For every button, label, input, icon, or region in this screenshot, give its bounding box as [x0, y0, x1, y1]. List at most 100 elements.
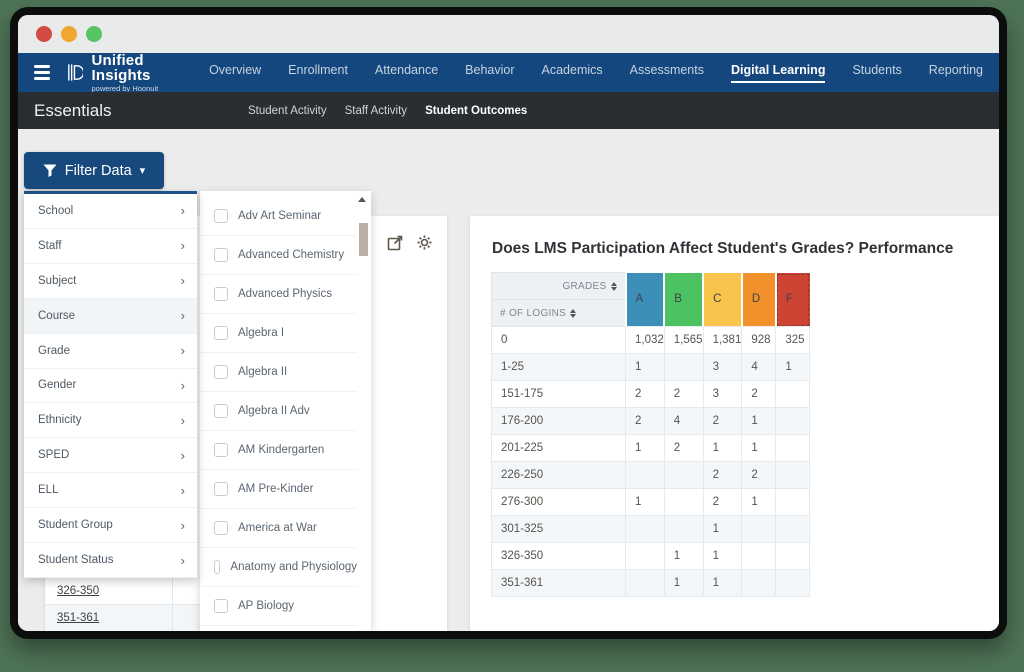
unified-insights-logo-icon [67, 64, 84, 81]
grade-count-cell-d: 1 [741, 488, 777, 516]
hamburger-menu-icon[interactable] [34, 65, 50, 80]
subnav-item-student-activity[interactable]: Student Activity [248, 104, 327, 117]
table-row: 276-300 1 2 1 [491, 488, 811, 516]
nav-item-digital-learning[interactable]: Digital Learning [731, 63, 826, 83]
table-row: 176-200 2 4 2 1 [491, 407, 811, 435]
scrollbar-thumb[interactable] [359, 223, 368, 256]
export-icon[interactable] [387, 234, 404, 256]
scroll-up-icon[interactable] [358, 197, 366, 202]
subnav-item-staff-activity[interactable]: Staff Activity [344, 104, 408, 117]
zoom-window-button[interactable] [86, 26, 102, 42]
course-option-adv-art-seminar[interactable]: Adv Art Seminar [200, 197, 357, 236]
top-navbar: Unified Insights powered by Hoonuit Over… [18, 53, 999, 93]
grade-count-cell-c: 1 [702, 434, 743, 462]
course-option-algebra-ii[interactable]: Algebra II [200, 353, 357, 392]
subnav-item-student-outcomes[interactable]: Student Outcomes [425, 104, 528, 117]
grade-column-header-d[interactable]: D [740, 272, 776, 327]
course-checkbox[interactable] [214, 482, 228, 496]
course-checkbox[interactable] [214, 560, 221, 574]
nav-item-assessments[interactable]: Assessments [629, 62, 704, 77]
filter-category-course[interactable]: Course › [24, 298, 197, 334]
nav-item-behavior[interactable]: Behavior [465, 62, 515, 77]
nav-item-enrollment[interactable]: Enrollment [288, 62, 348, 77]
course-option-label: Advanced Chemistry [238, 249, 345, 261]
logins-header-cell[interactable]: # OF LOGINS [491, 299, 626, 327]
course-option-advanced-physics[interactable]: Advanced Physics [200, 275, 357, 314]
close-window-button[interactable] [36, 26, 52, 42]
login-range-cell: 176-200 [491, 407, 626, 435]
filter-category-school[interactable]: School › [24, 194, 197, 229]
course-option-america-at-war[interactable]: America at War [200, 509, 357, 548]
nav-item-attendance[interactable]: Attendance [374, 62, 439, 77]
course-option-label: AP Biology [238, 600, 295, 612]
course-checkbox[interactable] [214, 326, 228, 340]
course-option-algebra-ii-adv[interactable]: Algebra II Adv [200, 392, 357, 431]
filter-category-ethnicity[interactable]: Ethnicity › [24, 403, 197, 439]
grades-header-cell[interactable]: GRADES [491, 272, 626, 300]
course-checkbox[interactable] [214, 287, 228, 301]
course-option-advanced-chemistry[interactable]: Advanced Chemistry [200, 236, 357, 275]
chevron-right-icon: › [180, 273, 185, 289]
browser-window: Unified Insights powered by Hoonuit Over… [10, 7, 1007, 639]
sort-icon[interactable] [570, 308, 577, 318]
login-range-link[interactable]: 351-361 [57, 612, 100, 624]
login-range-cell: 1-25 [491, 353, 626, 381]
filter-category-grade[interactable]: Grade › [24, 334, 197, 369]
filter-funnel-icon [43, 164, 57, 177]
chevron-right-icon: › [180, 412, 185, 428]
grade-count-cell-a [625, 461, 665, 489]
course-checkbox[interactable] [214, 209, 228, 223]
filter-category-student-group[interactable]: Student Group › [24, 508, 197, 544]
table-row: 1-25 1 3 4 1 [491, 353, 811, 381]
sort-icon[interactable] [610, 281, 617, 291]
filter-category-sped[interactable]: SPED › [24, 438, 197, 474]
course-option-algebra-i[interactable]: Algebra I [200, 314, 357, 353]
course-option-am-kindergarten[interactable]: AM Kindergarten [200, 431, 357, 470]
course-option-ap-biology[interactable]: AP Biology [200, 587, 357, 626]
chevron-right-icon: › [180, 343, 185, 359]
grade-column-header-c[interactable]: C [702, 272, 742, 327]
grade-count-cell-c: 2 [702, 407, 743, 435]
course-option-label: Algebra I [238, 327, 285, 339]
course-checkbox[interactable] [214, 443, 228, 457]
nav-item-academics[interactable]: Academics [541, 62, 603, 77]
login-range-cell: 0 [491, 326, 626, 354]
course-option-label: America at War [238, 522, 317, 534]
course-checkbox[interactable] [214, 599, 228, 613]
filter-category-staff[interactable]: Staff › [24, 229, 197, 264]
grades-table: GRADES A B C D F # OF LOGINS 0 1,032 1,565 1,381 92… [491, 272, 811, 597]
grade-count-cell-d: 2 [741, 461, 777, 489]
filter-category-label: Subject [38, 274, 77, 287]
grade-count-cell-c: 2 [702, 461, 743, 489]
caret-down-icon: ▾ [139, 165, 146, 177]
minimize-window-button[interactable] [61, 26, 77, 42]
grade-column-header-f[interactable]: F [774, 272, 810, 327]
filter-category-subject[interactable]: Subject › [24, 264, 197, 299]
peek-table-rows: 326-350 351-361 [45, 577, 202, 631]
course-checkbox[interactable] [214, 248, 228, 262]
filter-button-label: Filter Data [64, 162, 132, 179]
course-option-label: AM Kindergarten [238, 444, 325, 456]
course-checkbox[interactable] [214, 365, 228, 379]
course-checkbox[interactable] [214, 521, 228, 535]
filter-data-button[interactable]: Filter Data ▾ [24, 152, 164, 189]
grade-count-cell-c: 3 [702, 353, 743, 381]
grade-column-header-b[interactable]: B [663, 272, 704, 327]
login-range-link[interactable]: 326-350 [57, 585, 100, 597]
course-option-anatomy-and-physiology[interactable]: Anatomy and Physiology [200, 548, 357, 587]
nav-item-overview[interactable]: Overview [209, 62, 262, 77]
nav-item-students[interactable]: Students [852, 62, 902, 77]
filter-category-gender[interactable]: Gender › [24, 369, 197, 404]
course-option-am-pre-kinder[interactable]: AM Pre-Kinder [200, 470, 357, 509]
settings-gear-icon[interactable] [416, 234, 433, 256]
grade-count-cell-f [775, 407, 811, 435]
filter-category-ell[interactable]: ELL › [24, 473, 197, 509]
table-row: 326-350 1 1 [491, 542, 811, 570]
nav-item-reporting[interactable]: Reporting [928, 62, 983, 77]
filter-category-label: School [38, 204, 74, 217]
filter-category-student-status[interactable]: Student Status › [24, 543, 197, 578]
course-checkbox[interactable] [214, 404, 228, 418]
grade-column-header-a[interactable]: A [624, 272, 665, 327]
grade-count-cell-a: 2 [625, 407, 665, 435]
course-option-label: Advanced Physics [238, 288, 332, 300]
